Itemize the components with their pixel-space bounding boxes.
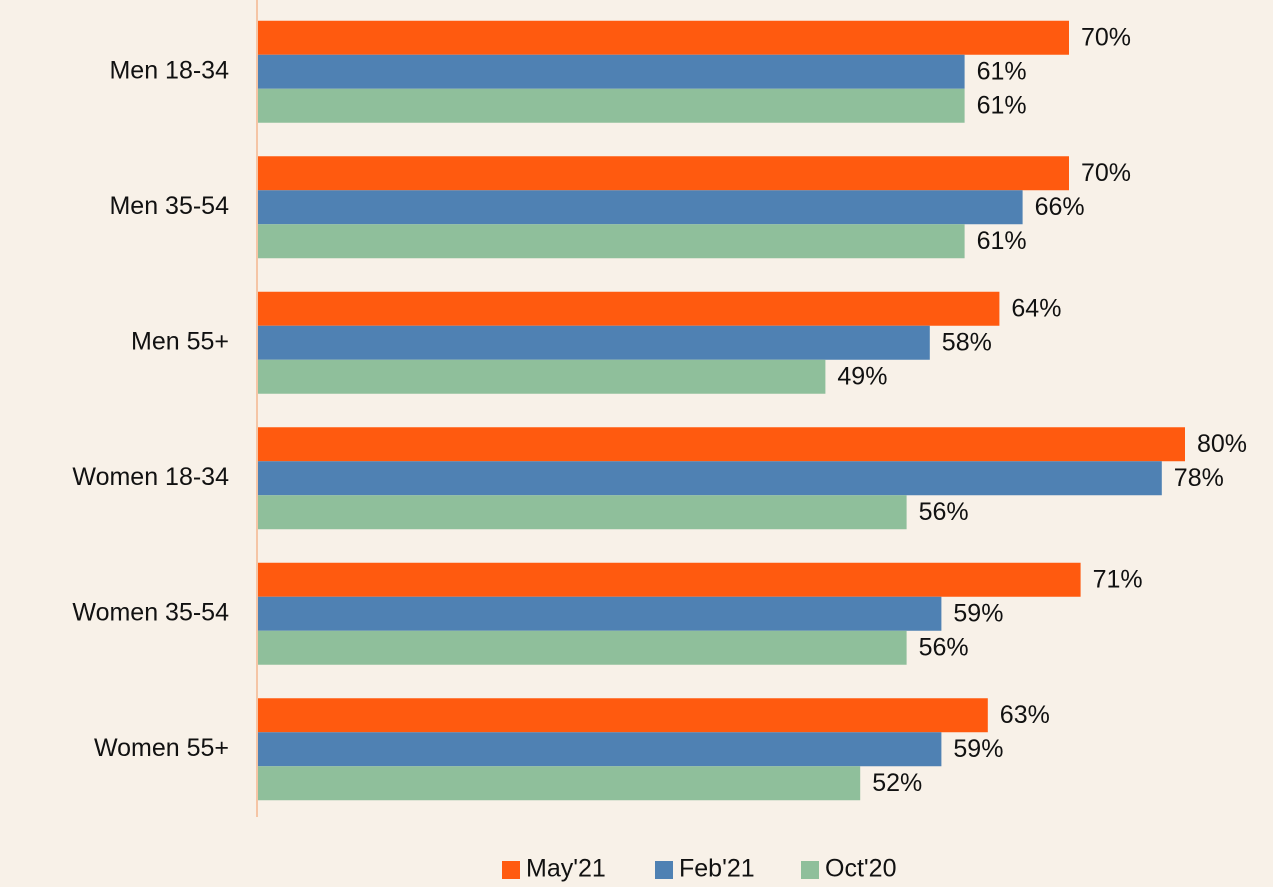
legend-swatch [801,861,819,879]
value-label: 56% [919,633,969,661]
value-label: 66% [1035,193,1085,221]
value-label: 70% [1081,159,1131,187]
bar [257,54,965,89]
legend-swatch [502,861,520,879]
bar [257,596,942,631]
value-label: 63% [1000,701,1050,729]
value-label: 59% [953,735,1003,763]
value-label: 64% [1011,294,1061,322]
value-label: 56% [919,498,969,526]
legend-label: May'21 [526,855,606,883]
category-label: Men 35-54 [109,192,229,220]
bar [257,732,942,767]
bar [257,325,930,360]
value-label: 61% [977,57,1027,85]
value-label: 61% [977,227,1027,255]
value-label: 49% [837,362,887,390]
bar [257,562,1081,597]
category-label: Men 55+ [131,327,229,355]
legend-swatch [655,861,673,879]
bar [257,156,1069,191]
bar [257,461,1162,496]
bar [257,88,965,123]
bar [257,359,826,394]
value-label: 58% [942,328,992,356]
category-label: Men 18-34 [109,56,229,84]
value-label: 70% [1081,23,1131,51]
value-label: 71% [1093,565,1143,593]
category-label: Women 55+ [94,734,229,762]
legend-label: Feb'21 [679,855,755,883]
value-label: 61% [977,91,1027,119]
bar [257,698,988,733]
bar [257,630,907,665]
bar [257,224,965,259]
value-label: 59% [953,599,1003,627]
bar [257,190,1023,225]
category-label: Women 35-54 [72,598,229,626]
value-label: 52% [872,769,922,797]
bar [257,20,1069,55]
bar [257,495,907,530]
value-label: 78% [1174,464,1224,492]
bar [257,766,861,801]
value-label: 80% [1197,430,1247,458]
legend-label: Oct'20 [825,855,896,883]
bar [257,291,1000,326]
category-label: Women 18-34 [72,463,229,491]
bar [257,427,1185,462]
